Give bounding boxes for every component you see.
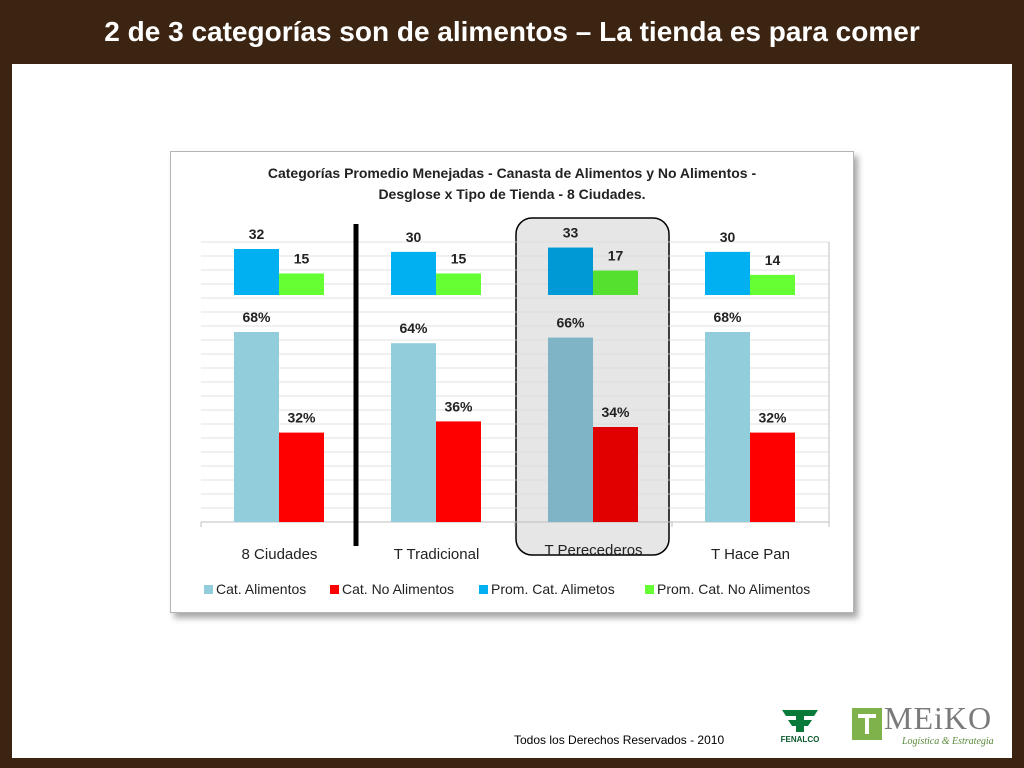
bar-cat-no-alimentos: [279, 432, 324, 522]
x-tick-label: T Hace Pan: [711, 546, 790, 563]
slide-title: 2 de 3 categorías son de alimentos – La …: [104, 16, 920, 47]
bar-prom-alimentos: [234, 249, 279, 295]
legend-label: Prom. Cat. No Alimentos: [657, 581, 810, 597]
meiko-wordmark: MEiKO: [884, 700, 993, 736]
label-prom-alimentos: 30: [406, 229, 422, 245]
label-cat-alimentos: 68%: [242, 309, 271, 325]
label-cat-alimentos: 66%: [556, 315, 585, 331]
label-prom-no-alimentos: 15: [294, 250, 310, 266]
legend-swatch: [479, 585, 488, 594]
copyright-footer: Todos los Derechos Reservados - 2010: [514, 733, 725, 747]
legend-swatch: [645, 585, 654, 594]
label-cat-alimentos: 64%: [399, 320, 428, 336]
bar-chart: Categorías Promedio Menejadas - Canasta …: [200, 165, 830, 597]
bar-cat-alimentos: [234, 332, 279, 522]
label-prom-no-alimentos: 15: [451, 250, 467, 266]
label-prom-no-alimentos: 17: [608, 248, 624, 264]
x-tick-label: T Perecederos: [544, 542, 642, 559]
bar-cat-alimentos: [548, 337, 593, 522]
bar-prom-alimentos: [548, 247, 593, 295]
bar-prom-no-alimentos: [279, 273, 324, 295]
bar-cat-no-alimentos: [593, 427, 638, 522]
legend-label: Cat. No Alimentos: [342, 581, 454, 597]
bar-prom-no-alimentos: [593, 270, 638, 295]
bar-cat-no-alimentos: [750, 432, 795, 522]
x-tick-label: 8 Ciudades: [242, 546, 318, 563]
label-prom-alimentos: 30: [720, 229, 736, 245]
label-cat-no-alimentos: 36%: [444, 398, 473, 414]
legend-label: Prom. Cat. Alimetos: [491, 581, 615, 597]
chart-card: Categorías Promedio Menejadas - Canasta …: [170, 151, 854, 613]
label-prom-alimentos: 32: [249, 226, 265, 242]
label-prom-no-alimentos: 14: [765, 252, 781, 268]
chart-title: Categorías Promedio Menejadas - Canasta …: [268, 165, 757, 181]
bar-prom-alimentos: [391, 251, 436, 295]
fenalco-logo: FENALCO: [781, 710, 820, 744]
legend-label: Cat. Alimentos: [216, 581, 306, 597]
x-tick-label: T Tradicional: [394, 546, 480, 563]
label-cat-alimentos: 68%: [713, 309, 742, 325]
meiko-logo: [852, 708, 882, 740]
chart-title: Desglose x Tipo de Tienda - 8 Ciudades.: [378, 186, 645, 202]
legend-swatch: [204, 585, 213, 594]
bar-cat-alimentos: [705, 332, 750, 522]
label-cat-no-alimentos: 32%: [758, 410, 787, 426]
bar-prom-no-alimentos: [750, 274, 795, 295]
label-cat-no-alimentos: 34%: [601, 404, 630, 420]
meiko-tagline: Logística & Estrategia: [902, 736, 994, 747]
bar-cat-alimentos: [391, 343, 436, 522]
label-prom-alimentos: 33: [563, 225, 579, 241]
label-cat-no-alimentos: 32%: [287, 410, 316, 426]
fenalco-wordmark: FENALCO: [781, 735, 820, 744]
bar-prom-alimentos: [705, 251, 750, 295]
legend-swatch: [330, 585, 339, 594]
bar-cat-no-alimentos: [436, 421, 481, 522]
bar-prom-no-alimentos: [436, 273, 481, 295]
